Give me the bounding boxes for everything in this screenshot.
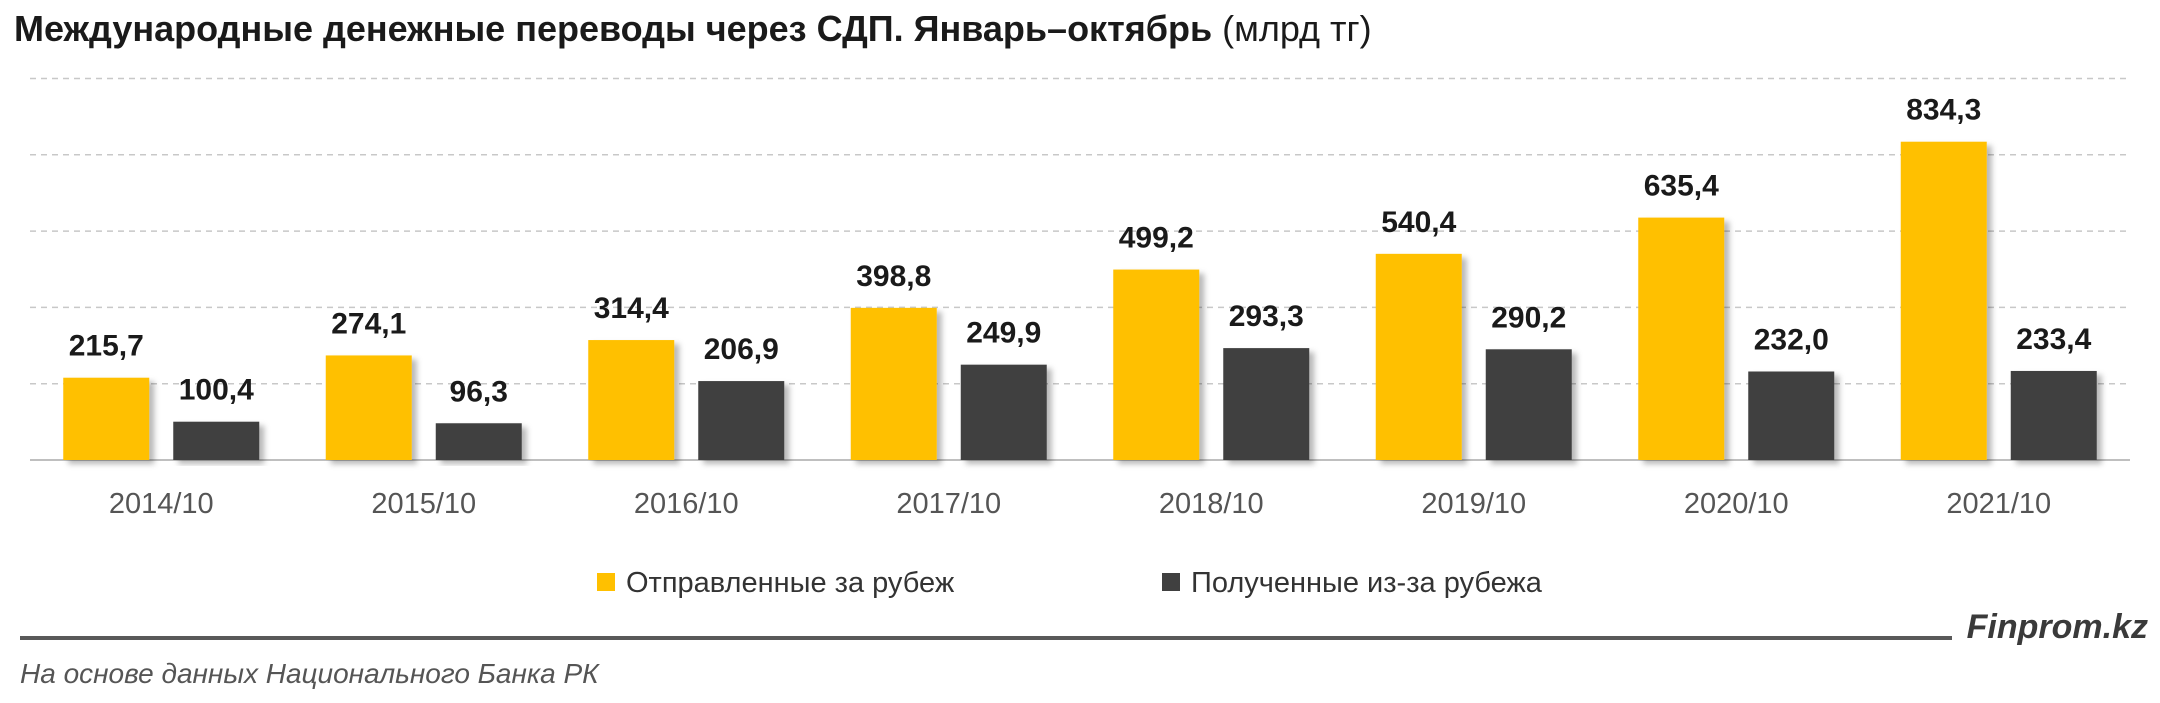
bar-received xyxy=(1485,349,1572,460)
x-tick-label: 2017/10 xyxy=(896,488,1001,520)
data-label-sent: 314,4 xyxy=(594,292,669,325)
legend-label-received: Полученные из-за рубежа xyxy=(1191,567,1543,599)
bar-sent xyxy=(588,340,675,460)
data-label-sent: 635,4 xyxy=(1644,170,1719,203)
data-label-sent: 398,8 xyxy=(856,260,931,293)
data-label-sent: 540,4 xyxy=(1381,206,1456,239)
source-note: На основе данных Национального Банка РК xyxy=(20,658,599,689)
bar-received xyxy=(1223,348,1310,460)
data-label-received: 232,0 xyxy=(1754,323,1829,356)
data-label-sent: 834,3 xyxy=(1906,94,1981,127)
x-axis-tick-labels: 2014/10 2015/10 2016/10 2017/10 2018/10 2019/… xyxy=(109,488,2051,520)
data-labels: 215,7 100,4 274,1 96,3 314,4 206,9 398,8 249,9 4… xyxy=(69,94,2092,409)
x-tick-label: 2014/10 xyxy=(109,488,214,520)
brand-logo-text: Finprom.kz xyxy=(1966,608,2148,646)
data-label-sent: 499,2 xyxy=(1119,222,1194,255)
x-tick-label: 2020/10 xyxy=(1684,488,1789,520)
data-label-received: 249,9 xyxy=(966,317,1041,350)
bar-received xyxy=(698,381,785,460)
data-label-received: 206,9 xyxy=(704,333,779,366)
chart-title-main: Международные денежные переводы через СД… xyxy=(14,8,1213,49)
legend-swatch-received xyxy=(1162,573,1180,591)
x-tick-label: 2015/10 xyxy=(371,488,476,520)
data-label-received: 96,3 xyxy=(450,375,508,408)
data-label-received: 290,2 xyxy=(1491,301,1566,334)
bar-received xyxy=(2010,370,2097,460)
x-tick-label: 2021/10 xyxy=(1946,488,2051,520)
bar-sent xyxy=(1375,253,1462,460)
bar-received xyxy=(960,364,1047,460)
bar-sent xyxy=(1900,141,1987,461)
legend-swatch-sent xyxy=(597,573,615,591)
bar-sent xyxy=(63,377,150,460)
bar-sent xyxy=(1113,269,1200,460)
data-label-sent: 215,7 xyxy=(69,330,144,363)
bar-received xyxy=(173,421,260,460)
chart-title: Международные денежные переводы через СД… xyxy=(14,8,1372,50)
bars xyxy=(63,141,2097,461)
x-tick-label: 2019/10 xyxy=(1421,488,1526,520)
bar-received xyxy=(435,423,522,460)
legend: Отправленные за рубеж Полученные из-за ру… xyxy=(597,567,1543,599)
bar-sent xyxy=(325,355,412,460)
data-label-sent: 274,1 xyxy=(331,307,406,340)
bar-sent xyxy=(850,307,937,460)
bar-sent xyxy=(1638,217,1725,460)
bar-chart: 215,7 100,4 274,1 96,3 314,4 206,9 398,8 249,9 4… xyxy=(30,77,2130,599)
bar-received xyxy=(1748,371,1835,460)
legend-label-sent: Отправленные за рубеж xyxy=(626,567,955,599)
data-label-received: 100,4 xyxy=(179,374,254,407)
data-label-received: 233,4 xyxy=(2016,323,2091,356)
footer-divider xyxy=(20,636,1952,640)
x-tick-label: 2016/10 xyxy=(634,488,739,520)
chart-title-unit: (млрд тг) xyxy=(1222,8,1372,49)
data-label-received: 293,3 xyxy=(1229,300,1304,333)
x-tick-label: 2018/10 xyxy=(1159,488,1264,520)
